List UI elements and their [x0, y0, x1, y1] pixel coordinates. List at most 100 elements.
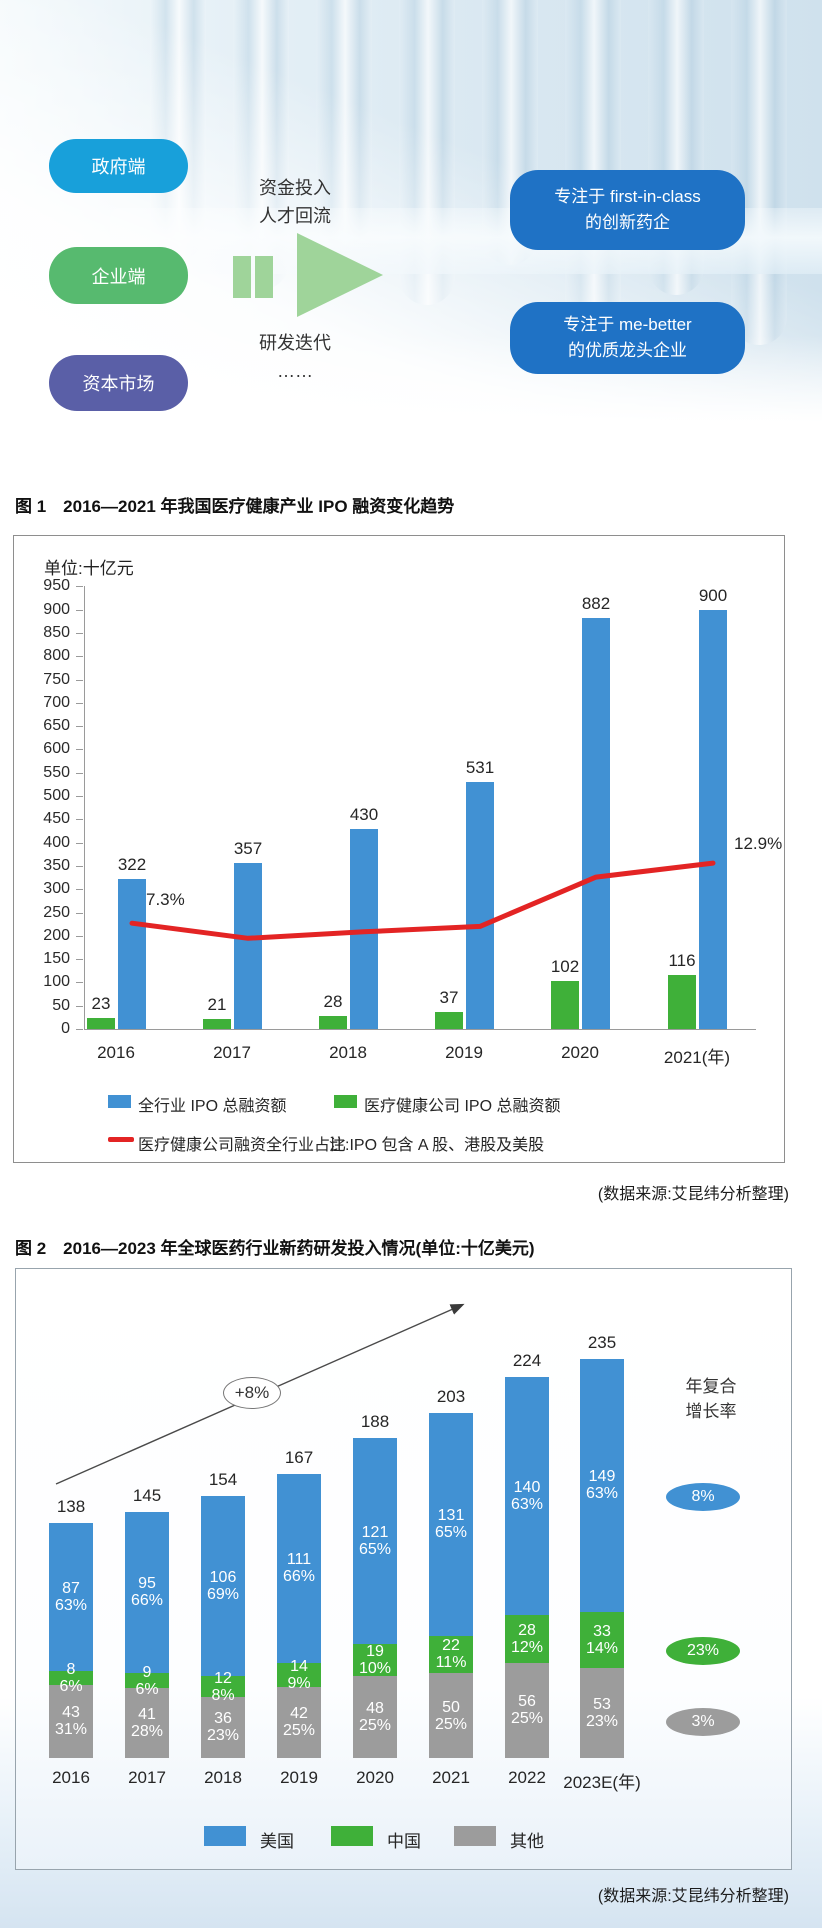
cagr-badge-china-label: 23%	[686, 1642, 720, 1659]
x-axis-label: 2022	[508, 1768, 546, 1787]
x-axis-line	[84, 1029, 756, 1030]
x-axis-label: 2017	[213, 1043, 251, 1062]
legend-swatch-healthcare	[334, 1095, 357, 1108]
stack-china	[353, 1644, 397, 1677]
bar-industry-total	[699, 609, 727, 1029]
legend-label-ratio-line: 医疗健康公司融资全行业占比	[138, 1137, 347, 1154]
cagr-title-line: 增长率	[685, 1402, 737, 1421]
y-axis-tick-label: 650	[43, 717, 70, 735]
stack-china	[580, 1611, 624, 1668]
stack-other	[429, 1673, 473, 1758]
stack-us	[429, 1412, 473, 1636]
stack-china-label: 14 9%	[287, 1657, 311, 1692]
target-box-line: 的优质龙头企业	[568, 341, 687, 360]
y-axis-tick-mark	[76, 982, 83, 984]
stack-us-label: 95 66%	[130, 1575, 164, 1610]
figure1-source: (数据来源:艾昆纬分析整理)	[597, 1186, 789, 1203]
bar-healthcare	[551, 981, 579, 1029]
y-axis-tick-label: 400	[43, 833, 70, 851]
legend-swatch-other	[454, 1826, 496, 1846]
figure2-caption: 图 2 2016—2023 年全球医药行业新药研发投入情况(单位:十亿美元)	[15, 1239, 535, 1258]
y-axis-tick-label: 150	[43, 950, 70, 968]
stack-us-label: 87 63%	[54, 1580, 88, 1615]
x-axis-label: 2016	[52, 1768, 90, 1787]
line-last-point-label: 12.9%	[734, 834, 783, 853]
y-axis-tick-mark	[76, 796, 83, 797]
stack-other-label: 43 31%	[54, 1704, 88, 1739]
cagr-badge-other-label: 3%	[691, 1713, 715, 1730]
legend-label-industry: 全行业 IPO 总融资额	[138, 1098, 287, 1115]
x-axis-label: 2019	[445, 1043, 483, 1062]
y-axis-tick-label: 550	[43, 763, 70, 781]
flow-arrow-head	[297, 233, 383, 317]
total-label: 154	[208, 1470, 238, 1490]
bar-industry-total	[118, 878, 146, 1029]
y-axis-tick-label: 0	[61, 1020, 70, 1037]
y-axis-tick-mark	[76, 1005, 83, 1007]
bar-value-label: 21	[207, 995, 227, 1015]
target-box-line: 专注于 first-in-class	[554, 187, 701, 206]
stack-china	[429, 1635, 473, 1673]
stack-other	[505, 1662, 549, 1758]
bar-value-label: 102	[550, 957, 580, 977]
stack-other	[201, 1696, 245, 1758]
y-axis-tick-label: 200	[43, 926, 70, 944]
bar-healthcare	[435, 1011, 463, 1029]
total-label: 224	[512, 1351, 542, 1371]
flow-label-ellipsis: ……	[277, 361, 313, 381]
stack-us-label: 111 66%	[282, 1551, 316, 1586]
y-axis-tick-label: 750	[43, 670, 70, 688]
y-axis-tick-label: 800	[43, 647, 70, 665]
y-axis-tick-mark	[76, 679, 83, 681]
stack-us-label: 106 69%	[206, 1569, 240, 1604]
cagr-badge-china: 23%	[666, 1637, 740, 1665]
flow-arrow-segment	[233, 256, 251, 298]
stack-us	[125, 1511, 169, 1673]
x-axis-label: 2020	[356, 1768, 394, 1787]
bar-industry-total	[350, 828, 378, 1029]
trend-growth-badge: +8%	[223, 1377, 281, 1409]
stack-us	[505, 1377, 549, 1616]
cagr-title: 年复合 增长率	[656, 1374, 766, 1424]
stack-us	[353, 1438, 397, 1645]
y-axis-tick-mark	[76, 632, 83, 634]
target-box-me-better: 专注于 me-better 的优质龙头企业	[510, 302, 745, 374]
y-axis-tick-mark	[76, 912, 83, 914]
y-axis-tick-mark	[76, 772, 83, 774]
cagr-badge-other: 3%	[666, 1708, 740, 1736]
bar-value-label: 882	[581, 593, 611, 613]
y-axis-tick-label: 300	[43, 880, 70, 898]
bar-industry-total	[582, 617, 610, 1029]
bar-value-label: 322	[117, 854, 147, 874]
bar-value-label: 116	[668, 950, 696, 970]
pill-government: 政府端	[49, 139, 188, 193]
stack-us-label: 121 65%	[358, 1524, 392, 1559]
x-axis-label: 2021(年)	[663, 1048, 731, 1067]
pill-government-label: 政府端	[91, 157, 146, 177]
x-axis-label: 2017	[128, 1768, 166, 1787]
figure1-chart: 单位:十亿元 7.3% 12.9% 全行业 IPO 总融资额 医疗健康公司 IP…	[13, 535, 785, 1163]
pill-enterprise-label: 企业端	[91, 266, 146, 287]
y-axis-tick-mark	[76, 959, 83, 961]
flow-label-capital: 资金投入	[259, 178, 331, 198]
stack-other-label: 53 23%	[585, 1695, 619, 1730]
y-axis-tick-mark	[76, 819, 83, 821]
hero-diagram: 政府端 企业端 资本市场 资金投入 人才回流 研发迭代 …… 专注于 first…	[0, 0, 822, 430]
stack-other-label: 42 25%	[282, 1705, 316, 1740]
y-axis-tick-mark	[76, 609, 83, 611]
bar-value-label: 37	[439, 987, 459, 1007]
x-axis-label: 2018	[204, 1768, 242, 1787]
stack-china	[125, 1673, 169, 1689]
x-axis-label: 2016	[97, 1043, 135, 1062]
target-box-line: 的创新药企	[585, 213, 670, 232]
y-axis-unit-label: 单位:十亿元	[44, 559, 134, 578]
x-axis-label: 2021	[432, 1768, 470, 1787]
y-axis-tick-mark	[76, 702, 83, 704]
pill-capital-market: 资本市场	[49, 355, 188, 411]
stack-us	[201, 1496, 245, 1677]
y-axis-line	[84, 586, 85, 1029]
y-axis-tick-label: 600	[43, 740, 70, 758]
y-axis-tick-mark	[76, 842, 83, 844]
stack-china-label: 9 6%	[135, 1663, 159, 1698]
flow-label-rnd: 研发迭代	[259, 333, 331, 353]
